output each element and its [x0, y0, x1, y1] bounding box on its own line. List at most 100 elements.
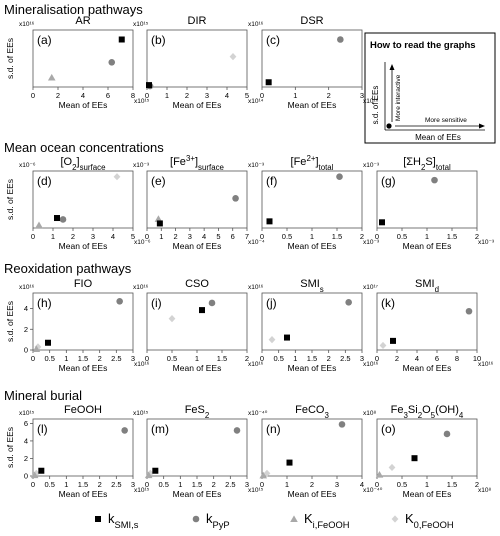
point-kSMI: [156, 220, 163, 227]
x-tick-label: 1: [195, 354, 199, 363]
point-kPyP: [465, 307, 473, 315]
panel-letter: (j): [266, 296, 277, 310]
y-tick-label: 6: [24, 419, 28, 428]
plot-frame: [146, 170, 248, 229]
x-axis-label: Mean of EEs: [403, 363, 452, 373]
x-exponent: x10⁻³: [363, 239, 380, 246]
panel-title-part: [ΣH: [403, 156, 421, 168]
point-kSMI: [286, 459, 293, 466]
panel-title-part: DIR: [188, 15, 207, 27]
x-tick-label: 0: [260, 232, 264, 241]
x-tick-label: 2: [173, 232, 177, 241]
x-tick-label: 3: [131, 354, 135, 363]
x-tick-label: 1: [293, 354, 297, 363]
x-tick-label: 1: [310, 232, 314, 241]
legend-label-kSMI-part: k: [108, 511, 115, 526]
panel-title-part: ]: [77, 156, 80, 168]
x-axis-label: Mean of EEs: [288, 241, 337, 251]
how-to-read-origin-dot: [386, 123, 392, 129]
point-kPyP: [345, 299, 352, 306]
x-tick-label: 5: [245, 91, 249, 100]
point-kSMI: [54, 215, 60, 222]
point-K0FeOOH: [34, 343, 42, 351]
x-tick-label: 2: [98, 354, 102, 363]
x-tick-label: 0: [375, 354, 379, 363]
y-axis-label: s.d. of EEs: [5, 179, 15, 220]
panel-title-part: Fe: [391, 404, 404, 416]
panel-title-part: FeS: [185, 404, 205, 416]
point-kPyP: [337, 36, 344, 43]
panel-title-part: 2: [205, 411, 209, 420]
panel-letter: (l): [37, 422, 48, 436]
x-axis-label: Mean of EEs: [403, 489, 452, 499]
x-tick-label: 2.5: [225, 480, 235, 489]
point-KiFeOOH: [47, 73, 56, 81]
panel-letter: (c): [266, 33, 280, 47]
x-tick-label: 3: [91, 232, 95, 241]
section-title-ocean: Mean ocean concentrations: [4, 140, 164, 155]
panel-title: [O2]surface: [60, 156, 106, 172]
legend-label-KiFeOOH: Ki,FeOOH: [304, 511, 350, 530]
plot-frame: [261, 29, 363, 88]
how-to-read-box: How to read the graphs s.d. of EEs More …: [364, 32, 496, 144]
x-tick-label: 0: [260, 480, 264, 489]
x-tick-label: 2: [245, 354, 249, 363]
x-tick-label: 1: [159, 232, 163, 241]
x-exponent: x10¹⁵: [134, 98, 150, 105]
legend-marker-KiFeOOH: [290, 515, 298, 522]
panel-title-part: 3: [404, 411, 409, 420]
panel-title-part: 2: [421, 163, 425, 172]
x-tick-label: 6: [106, 91, 110, 100]
x-tick-label: 0: [260, 91, 264, 100]
panel-letter: (f): [266, 174, 277, 188]
x-tick-label: 0: [31, 91, 35, 100]
x-tick-label: 0: [145, 354, 149, 363]
x-tick-label: 1: [285, 480, 289, 489]
y-exponent: x10¹⁶: [19, 284, 35, 291]
panel-letter: (o): [381, 422, 396, 436]
legend-item-kPyP: kPyP: [192, 511, 230, 530]
legend-label-KiFeOOH-part: i,FeOOH: [313, 520, 350, 530]
panel-title-part: SMI: [300, 278, 320, 290]
panel-title: AR: [75, 15, 90, 27]
y-exponent: x10¹⁶: [133, 284, 149, 291]
y-tick-label: 2: [24, 454, 28, 463]
x-tick-label: 2.5: [111, 480, 121, 489]
point-kPyP: [108, 59, 116, 66]
point-kPyP: [233, 427, 241, 434]
point-kPyP: [208, 299, 216, 307]
x-exponent: x10¹⁶: [363, 361, 379, 368]
point-kPyP: [116, 297, 123, 305]
panel-title-part: SMI: [415, 278, 435, 290]
x-tick-label: 0: [31, 480, 35, 489]
legend-item-KiFeOOH: Ki,FeOOH: [290, 511, 350, 530]
y-axis-label: s.d. of EEs: [5, 38, 15, 79]
y-exponent: x10¹⁵: [133, 410, 149, 417]
x-tick-label: 5: [216, 232, 220, 241]
panel-title-part: ]: [315, 156, 318, 168]
panel-letter: (h): [37, 296, 52, 310]
x-tick-label: 4: [225, 91, 229, 100]
x-tick-label: 0: [31, 232, 35, 241]
x-tick-label: 2: [98, 480, 102, 489]
legend-marker-kSMI: [95, 516, 101, 522]
panel-title: [Fe2+]total: [291, 154, 334, 172]
x-tick-label: 1: [178, 480, 182, 489]
x-exponent: x10⁸: [478, 487, 491, 494]
y-tick-label: 4: [24, 304, 28, 313]
legend-label-K0FeOOH: K0,FeOOH: [405, 511, 454, 530]
x-tick-label: 8: [455, 354, 459, 363]
x-exponent: x10¹⁶: [134, 361, 150, 368]
x-tick-label: 3: [245, 480, 249, 489]
panel-title-part: 4: [459, 411, 464, 420]
y-exponent: x10⁻⁶: [19, 162, 36, 169]
how-to-read-arrowhead-up: [389, 64, 395, 70]
y-exponent: x10¹⁶: [248, 284, 264, 291]
x-tick-label: 0.5: [44, 480, 54, 489]
